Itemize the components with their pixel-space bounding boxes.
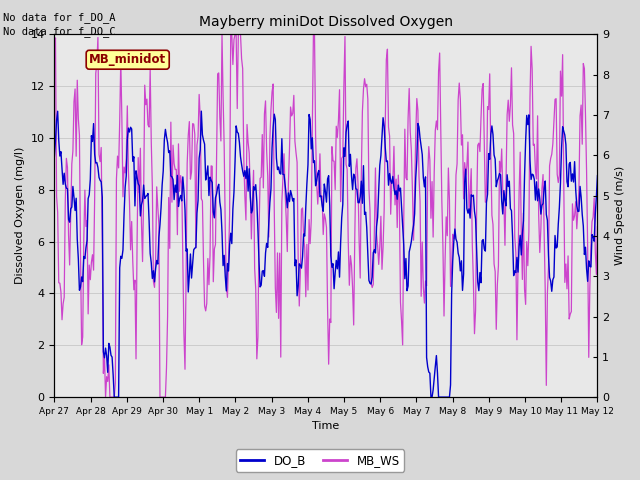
Text: No data for f_DO_A: No data for f_DO_A <box>3 12 116 23</box>
Text: No data for f_DO_C: No data for f_DO_C <box>3 26 116 37</box>
Y-axis label: Dissolved Oxygen (mg/l): Dissolved Oxygen (mg/l) <box>15 147 25 285</box>
Title: Mayberry miniDot Dissolved Oxygen: Mayberry miniDot Dissolved Oxygen <box>199 15 453 29</box>
Legend: DO_B, MB_WS: DO_B, MB_WS <box>236 449 404 472</box>
Y-axis label: Wind Speed (m/s): Wind Speed (m/s) <box>615 166 625 265</box>
Text: MB_minidot: MB_minidot <box>89 53 166 66</box>
X-axis label: Time: Time <box>312 421 340 432</box>
